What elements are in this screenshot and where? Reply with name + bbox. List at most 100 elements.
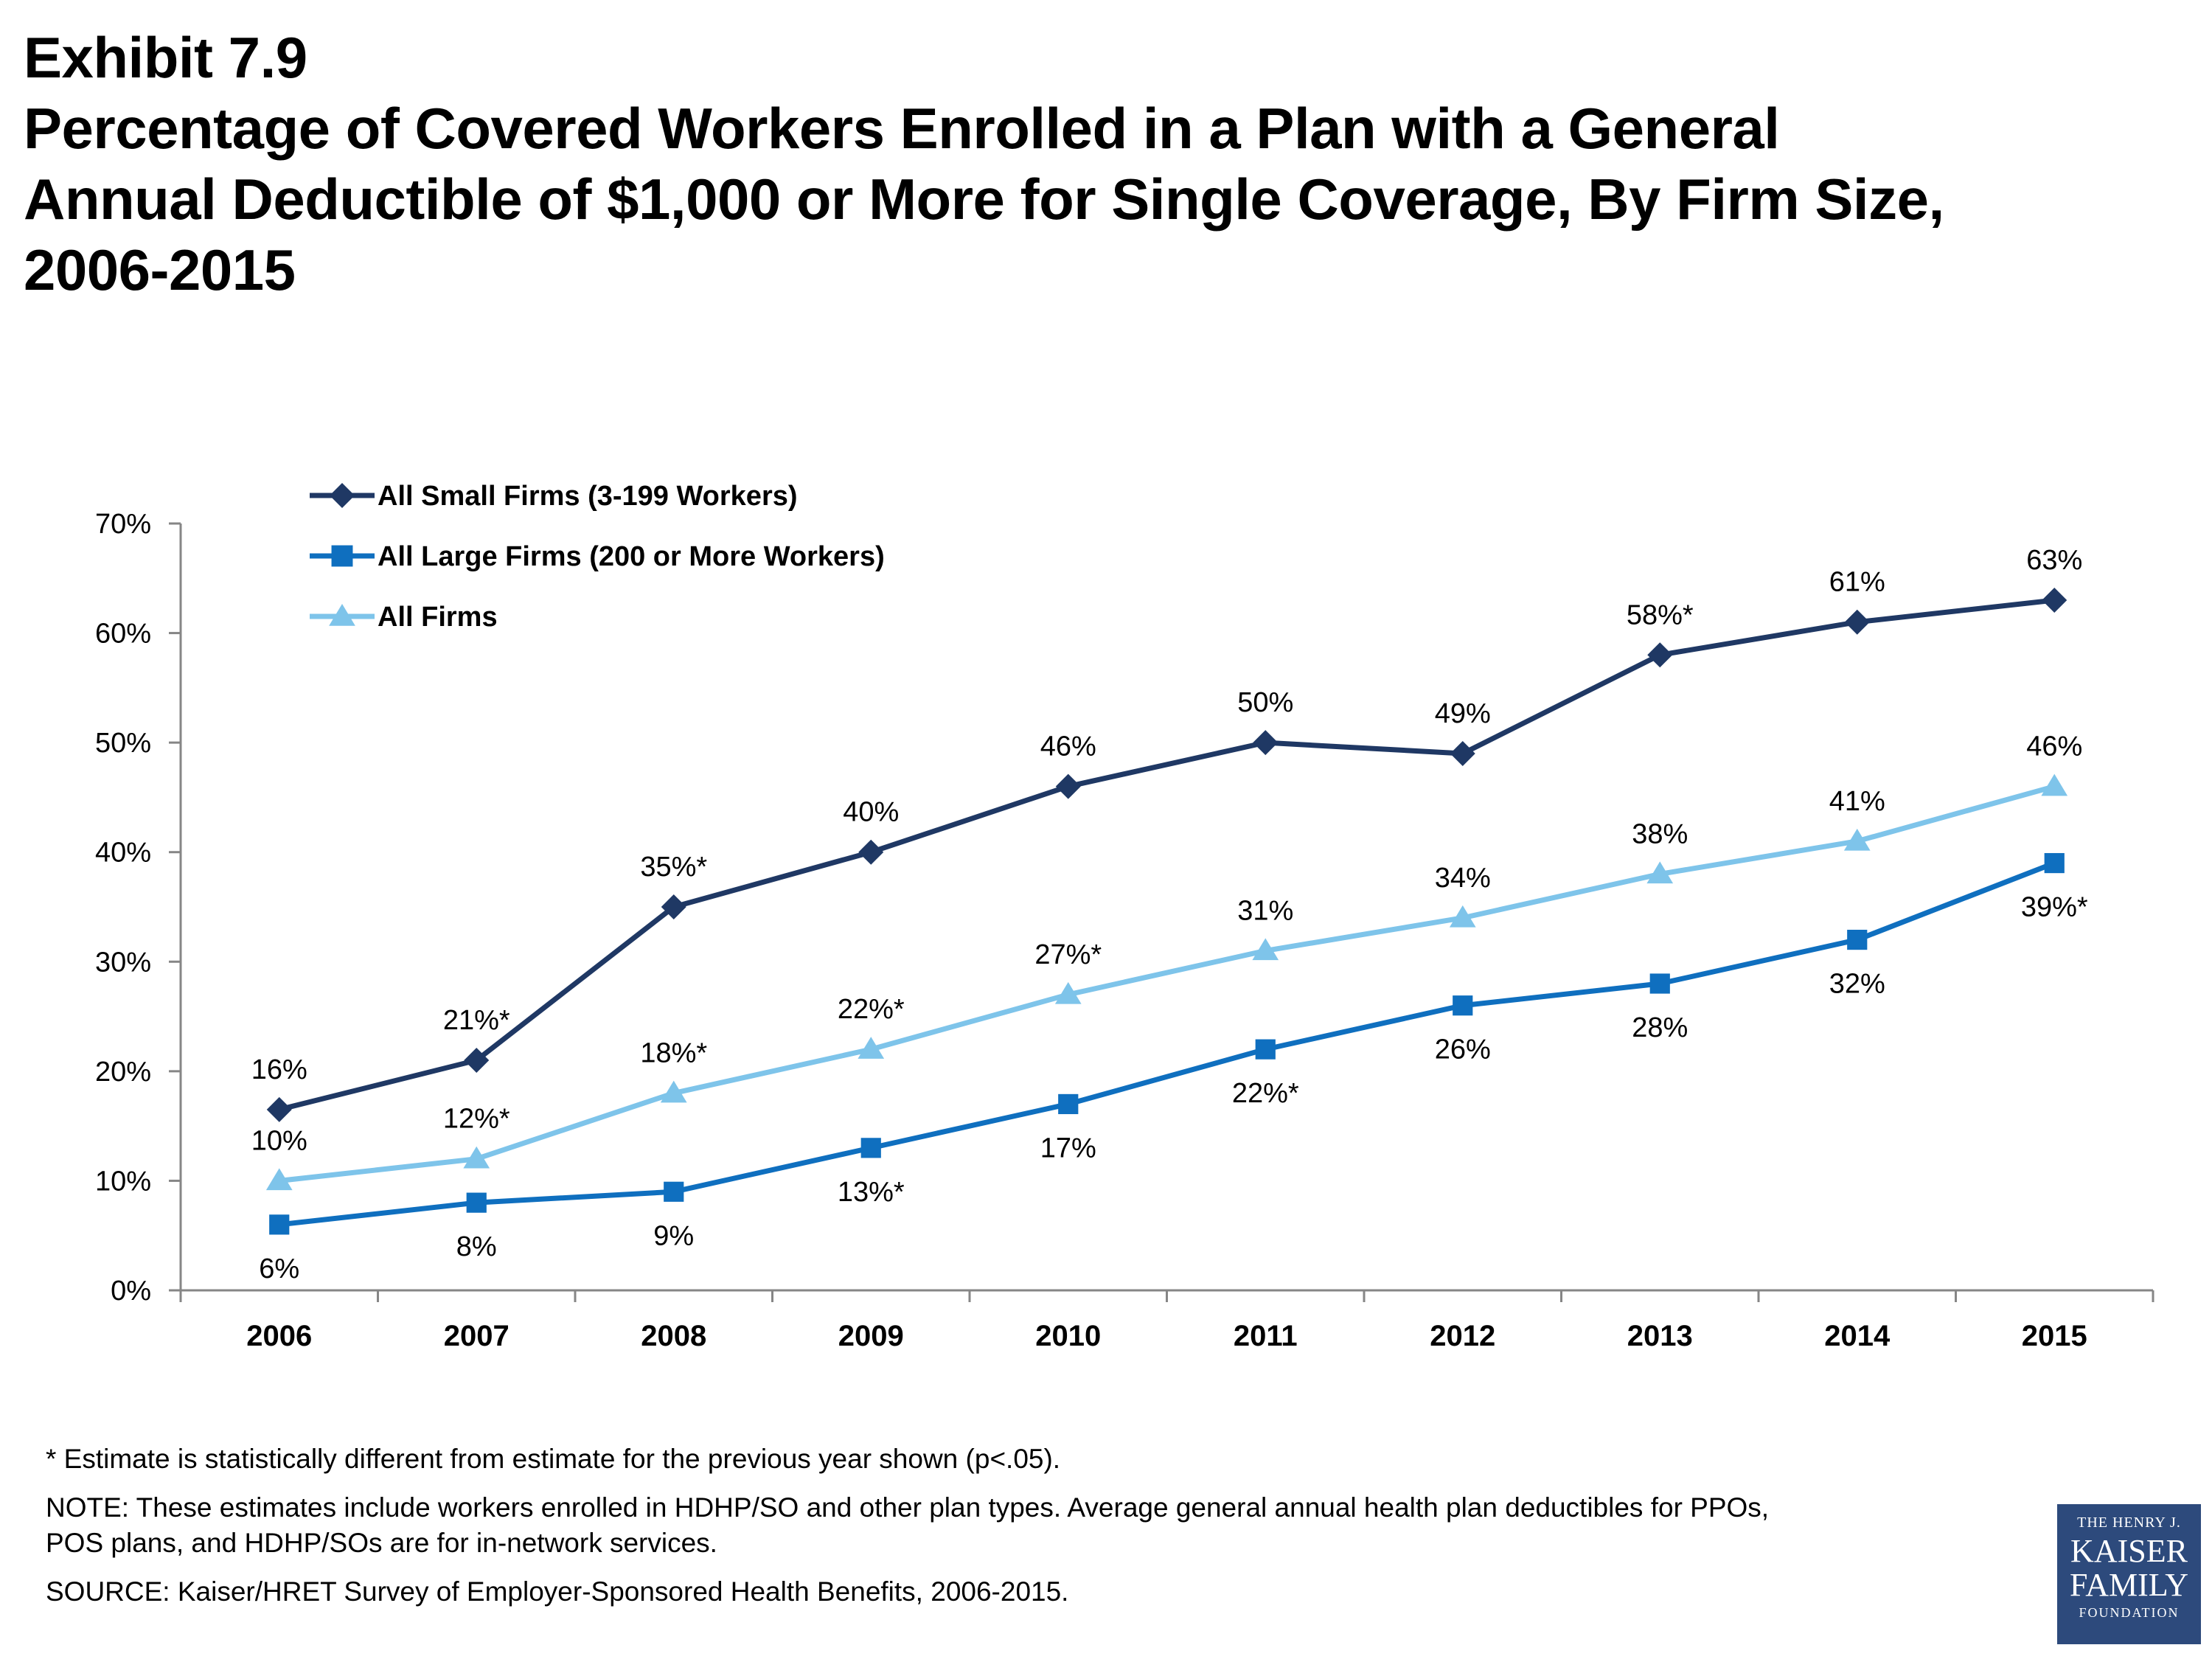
- data-label: 22%*: [1232, 1078, 1299, 1109]
- legend-marker: [329, 604, 355, 626]
- significance-note: * Estimate is statistically different fr…: [46, 1444, 1061, 1474]
- data-label: 18%*: [640, 1038, 707, 1069]
- data-label: 32%: [1829, 969, 1885, 1000]
- data-point: [1058, 1093, 1079, 1115]
- data-point: [266, 1096, 292, 1122]
- data-point: [1055, 773, 1081, 799]
- y-tick-label: 50%: [95, 728, 151, 759]
- x-tick-label: 2007: [444, 1320, 509, 1352]
- data-label: 16%: [251, 1054, 307, 1085]
- data-point: [1843, 828, 1871, 851]
- data-label: 13%*: [838, 1177, 905, 1208]
- logo-line-2: KAISER: [2070, 1533, 2188, 1569]
- data-label: 22%*: [838, 994, 905, 1025]
- data-point: [1844, 609, 1870, 635]
- line-chart: 0% 10% 20% 30% 40% 50% 60% 70% 2006 2007 2008 2009 2…: [95, 481, 2154, 1352]
- data-point: [1253, 730, 1279, 756]
- x-tick-label: 2011: [1234, 1320, 1298, 1352]
- y-tick-label: 70%: [95, 509, 151, 540]
- x-tick-label: 2015: [2022, 1320, 2087, 1352]
- data-point: [1647, 642, 1673, 668]
- data-label: 41%: [1829, 786, 1885, 817]
- data-point: [660, 1080, 687, 1103]
- data-label: 26%: [1435, 1034, 1491, 1065]
- series-line-0: [278, 597, 2055, 1113]
- data-point: [269, 1214, 290, 1235]
- title-line-1: Percentage of Covered Workers Enrolled i…: [24, 96, 1780, 161]
- data-label: 10%: [251, 1125, 307, 1156]
- data-point: [664, 1181, 684, 1202]
- title-line-3: 2006-2015: [24, 237, 296, 302]
- data-point: [1847, 929, 1868, 950]
- data-point: [858, 1037, 885, 1059]
- data-point: [858, 839, 884, 865]
- data-label: 34%: [1435, 863, 1491, 894]
- data-label: 21%*: [443, 1005, 510, 1036]
- logo-line-1: THE HENRY J.: [2077, 1514, 2181, 1531]
- title-line-2: Annual Deductible of $1,000 or More for …: [24, 167, 1944, 232]
- footnotes: * Estimate is statistically different fr…: [46, 1441, 2037, 1623]
- y-tick-label: 0%: [111, 1276, 151, 1307]
- data-label: 39%*: [2021, 892, 2088, 923]
- data-label: 58%*: [1627, 599, 1694, 630]
- x-tick-label: 2013: [1627, 1320, 1693, 1352]
- series-line-2: [279, 784, 2056, 1183]
- data-label: 27%*: [1034, 939, 1102, 970]
- x-tick-label: 2009: [838, 1320, 904, 1352]
- data-label: 46%: [2026, 731, 2082, 762]
- data-point: [265, 1168, 293, 1191]
- data-point: [2042, 588, 2067, 613]
- data-label: 50%: [1237, 687, 1293, 718]
- data-label: 28%: [1632, 1012, 1688, 1043]
- legend-label: All Firms: [378, 602, 498, 633]
- data-point: [1453, 995, 1473, 1016]
- note-line-1: NOTE: These estimates include workers en…: [46, 1492, 1770, 1523]
- chart-title: Exhibit 7.9 Percentage of Covered Worker…: [24, 22, 2191, 305]
- data-label: 6%: [259, 1253, 299, 1284]
- data-label: 61%: [1829, 567, 1885, 598]
- x-tick-label: 2012: [1430, 1320, 1495, 1352]
- data-point: [1646, 861, 1674, 884]
- data-point: [1449, 905, 1476, 928]
- data-label: 31%: [1237, 895, 1293, 926]
- logo-line-3: FAMILY: [2069, 1567, 2188, 1603]
- series-line-1: [279, 860, 2056, 1228]
- data-point: [1252, 938, 1279, 961]
- y-tick-label: 20%: [95, 1057, 151, 1088]
- y-tick-label: 60%: [95, 619, 151, 650]
- data-label: 9%: [653, 1220, 694, 1251]
- data-label: 38%: [1632, 818, 1688, 849]
- data-point: [2041, 773, 2068, 796]
- data-label: 49%: [1435, 698, 1491, 729]
- data-point: [1255, 1039, 1276, 1060]
- x-tick-label: 2008: [641, 1320, 706, 1352]
- legend-label: All Large Firms (200 or More Workers): [378, 541, 885, 572]
- data-label: 40%: [843, 797, 899, 828]
- x-tick-label: 2010: [1035, 1320, 1101, 1352]
- y-tick-label: 30%: [95, 947, 151, 978]
- legend-label: All Small Firms (3-199 Workers): [378, 481, 798, 512]
- note-line-2: POS plans, and HDHP/SOs are for in-netwo…: [46, 1528, 717, 1558]
- legend-marker: [331, 545, 353, 567]
- data-label: 8%: [456, 1231, 497, 1262]
- data-label: 46%: [1040, 731, 1096, 762]
- data-label: 35%*: [640, 852, 707, 883]
- logo-line-4: FOUNDATION: [2079, 1605, 2180, 1620]
- data-point: [466, 1192, 487, 1213]
- kaiser-logo: THE HENRY J. KAISER FAMILY FOUNDATION: [2057, 1504, 2201, 1644]
- x-tick-label: 2014: [1824, 1320, 1891, 1352]
- exhibit-label: Exhibit 7.9: [24, 25, 307, 90]
- y-tick-label: 10%: [95, 1166, 151, 1197]
- data-point: [860, 1138, 881, 1158]
- data-point: [1054, 981, 1082, 1004]
- data-point: [661, 894, 686, 919]
- data-label: 12%*: [443, 1104, 510, 1135]
- x-tick-label: 2006: [246, 1320, 312, 1352]
- y-tick-label: 40%: [95, 838, 151, 869]
- data-point: [2044, 852, 2065, 874]
- legend-marker: [330, 483, 355, 508]
- data-point: [463, 1146, 490, 1169]
- source-note: SOURCE: Kaiser/HRET Survey of Employer-S…: [46, 1576, 1069, 1607]
- data-label: 63%: [2026, 545, 2082, 576]
- data-label: 17%: [1040, 1133, 1096, 1164]
